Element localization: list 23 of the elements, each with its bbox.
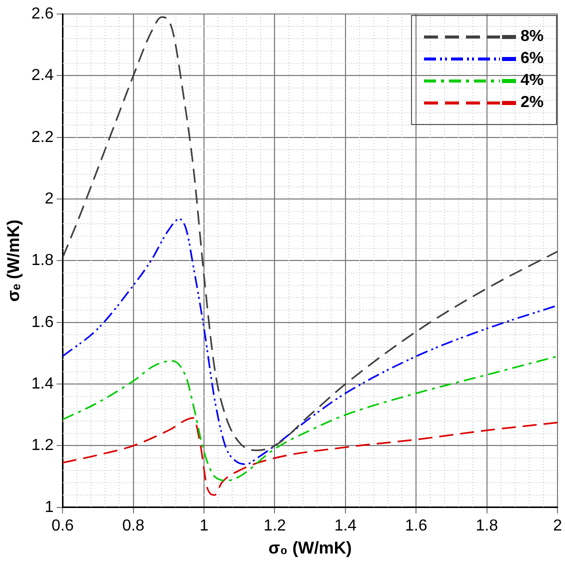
y-tick-label: 1.8 xyxy=(31,252,54,270)
x-tick-label: 1 xyxy=(200,517,209,534)
y-tick-label: 2.2 xyxy=(31,128,54,146)
x-tick-label: 0.6 xyxy=(52,517,74,534)
x-axis-title: σ₀ (W/mK) xyxy=(268,538,352,558)
x-tick-label: 0.8 xyxy=(122,517,145,534)
y-tick-label: 2 xyxy=(44,190,54,208)
x-tick-label: 1.6 xyxy=(405,517,428,534)
y-tick-label: 1.4 xyxy=(31,375,54,392)
x-tick-label: 2 xyxy=(553,517,562,534)
legend-label: 4% xyxy=(520,72,544,90)
y-tick-label: 1.2 xyxy=(31,437,54,454)
y-tick-label: 2.6 xyxy=(31,5,54,22)
x-tick-label: 1.8 xyxy=(476,517,498,534)
y-tick-label: 1 xyxy=(44,498,54,516)
y-tick-label: 2.4 xyxy=(31,67,54,84)
y-axis-title: σₑ (W/mK) xyxy=(4,220,23,302)
legend-label: 2% xyxy=(520,94,544,112)
x-tick-label: 1.2 xyxy=(264,517,286,534)
legend-label: 8% xyxy=(520,28,544,46)
legend-label: 6% xyxy=(520,50,544,68)
x-tick-label: 1.4 xyxy=(334,517,357,534)
y-tick-label: 1.6 xyxy=(31,314,54,331)
